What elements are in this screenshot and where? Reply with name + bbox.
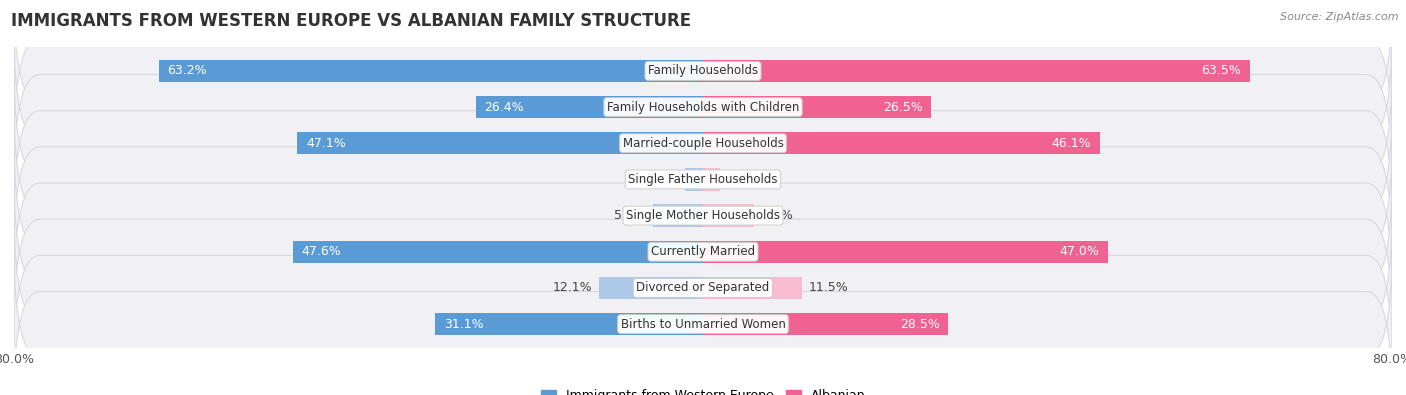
Text: Source: ZipAtlas.com: Source: ZipAtlas.com (1281, 12, 1399, 22)
FancyBboxPatch shape (14, 139, 1392, 292)
Bar (703, 132, 1099, 154)
FancyBboxPatch shape (14, 31, 1392, 183)
Text: 47.1%: 47.1% (307, 137, 346, 150)
FancyBboxPatch shape (14, 103, 1392, 256)
Text: Family Households with Children: Family Households with Children (607, 101, 799, 114)
Text: 5.8%: 5.8% (614, 209, 647, 222)
Text: 47.6%: 47.6% (302, 245, 342, 258)
Bar (436, 313, 703, 335)
Bar (703, 204, 754, 227)
Bar (159, 60, 703, 82)
Bar (703, 277, 801, 299)
Text: 26.5%: 26.5% (883, 101, 922, 114)
Bar (292, 241, 703, 263)
Text: 31.1%: 31.1% (444, 318, 484, 331)
Legend: Immigrants from Western Europe, Albanian: Immigrants from Western Europe, Albanian (536, 384, 870, 395)
Bar (703, 313, 949, 335)
FancyBboxPatch shape (14, 248, 1392, 395)
Bar (599, 277, 703, 299)
Bar (652, 204, 703, 227)
Text: IMMIGRANTS FROM WESTERN EUROPE VS ALBANIAN FAMILY STRUCTURE: IMMIGRANTS FROM WESTERN EUROPE VS ALBANI… (11, 12, 692, 30)
Text: Single Mother Households: Single Mother Households (626, 209, 780, 222)
FancyBboxPatch shape (14, 212, 1392, 364)
Text: 63.2%: 63.2% (167, 64, 207, 77)
Text: Family Households: Family Households (648, 64, 758, 77)
Text: Married-couple Households: Married-couple Households (623, 137, 783, 150)
Bar (685, 168, 703, 191)
Text: 28.5%: 28.5% (900, 318, 939, 331)
Bar (703, 96, 931, 118)
Text: Single Father Households: Single Father Households (628, 173, 778, 186)
Bar (475, 96, 703, 118)
FancyBboxPatch shape (14, 67, 1392, 219)
Text: 11.5%: 11.5% (808, 281, 849, 294)
Text: Births to Unmarried Women: Births to Unmarried Women (620, 318, 786, 331)
Bar (703, 168, 720, 191)
Text: 2.1%: 2.1% (647, 173, 678, 186)
Bar (703, 241, 1108, 263)
Text: 5.9%: 5.9% (761, 209, 793, 222)
Text: 63.5%: 63.5% (1202, 64, 1241, 77)
Text: 12.1%: 12.1% (553, 281, 592, 294)
FancyBboxPatch shape (14, 176, 1392, 328)
Text: 2.0%: 2.0% (727, 173, 759, 186)
Text: 26.4%: 26.4% (484, 101, 524, 114)
Text: Divorced or Separated: Divorced or Separated (637, 281, 769, 294)
Bar (298, 132, 703, 154)
Text: 47.0%: 47.0% (1059, 245, 1099, 258)
Bar (703, 60, 1250, 82)
Text: 46.1%: 46.1% (1052, 137, 1091, 150)
FancyBboxPatch shape (14, 0, 1392, 147)
Text: Currently Married: Currently Married (651, 245, 755, 258)
